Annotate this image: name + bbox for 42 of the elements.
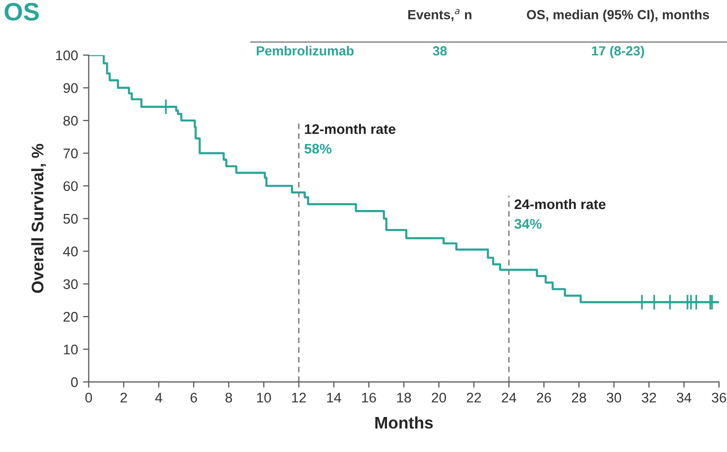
x-axis-title: Months bbox=[375, 416, 433, 429]
annotation: Pembrolizumab bbox=[256, 46, 354, 56]
y-tick-label: 10 bbox=[64, 344, 78, 354]
x-tick-label: 0 bbox=[85, 392, 92, 403]
x-tick-label: 16 bbox=[362, 392, 376, 403]
y-tick-label: 50 bbox=[63, 214, 78, 224]
x-tick-label: 30 bbox=[606, 392, 622, 403]
y-tick-label: 0 bbox=[71, 377, 78, 388]
x-tick-label: 20 bbox=[432, 392, 446, 403]
x-tick-label: 2 bbox=[120, 392, 127, 402]
annotation: 34% bbox=[514, 218, 542, 229]
text: Events,$^{a}$ n bbox=[408, 8, 472, 22]
y-tick-label: 60 bbox=[64, 181, 78, 192]
y-tick-label: 40 bbox=[63, 246, 78, 256]
x-tick-label: 10 bbox=[257, 392, 271, 403]
y-tick-label: 80 bbox=[63, 116, 78, 126]
ref-line-label: 24-month rate bbox=[514, 198, 606, 210]
y-tick-label: 30 bbox=[63, 279, 78, 290]
annotation: 38 bbox=[432, 46, 447, 56]
x-tick-label: 12 bbox=[292, 392, 306, 402]
x-tick-label: 6 bbox=[190, 392, 197, 403]
y-tick-label: 20 bbox=[64, 312, 78, 322]
x-tick-label: 34 bbox=[676, 392, 692, 403]
text: OS, median (95% CI), months bbox=[526, 10, 710, 22]
x-tick-label: 14 bbox=[327, 392, 342, 402]
x-tick-label: 22 bbox=[466, 392, 481, 402]
annotation: 17 (8-23) bbox=[592, 46, 644, 58]
x-tick-label: 26 bbox=[536, 392, 552, 403]
x-tick-label: 32 bbox=[642, 392, 656, 403]
y-axis-title: Overall Survival, % bbox=[31, 144, 46, 293]
x-tick-label: 36 bbox=[712, 392, 726, 403]
y-tick-label: 70 bbox=[64, 148, 78, 158]
x-tick-label: 8 bbox=[226, 392, 232, 403]
y-tick-label: 90 bbox=[63, 83, 78, 93]
x-tick-label: 18 bbox=[397, 392, 411, 403]
chart-title: OS bbox=[4, 2, 39, 21]
annotation: 58% bbox=[304, 144, 332, 154]
ref-line-label: 12-month rate bbox=[304, 124, 396, 134]
y-tick-label: 100 bbox=[56, 50, 78, 60]
x-tick-label: 24 bbox=[502, 392, 516, 402]
x-tick-label: 4 bbox=[155, 392, 162, 402]
x-tick-label: 28 bbox=[572, 392, 586, 403]
